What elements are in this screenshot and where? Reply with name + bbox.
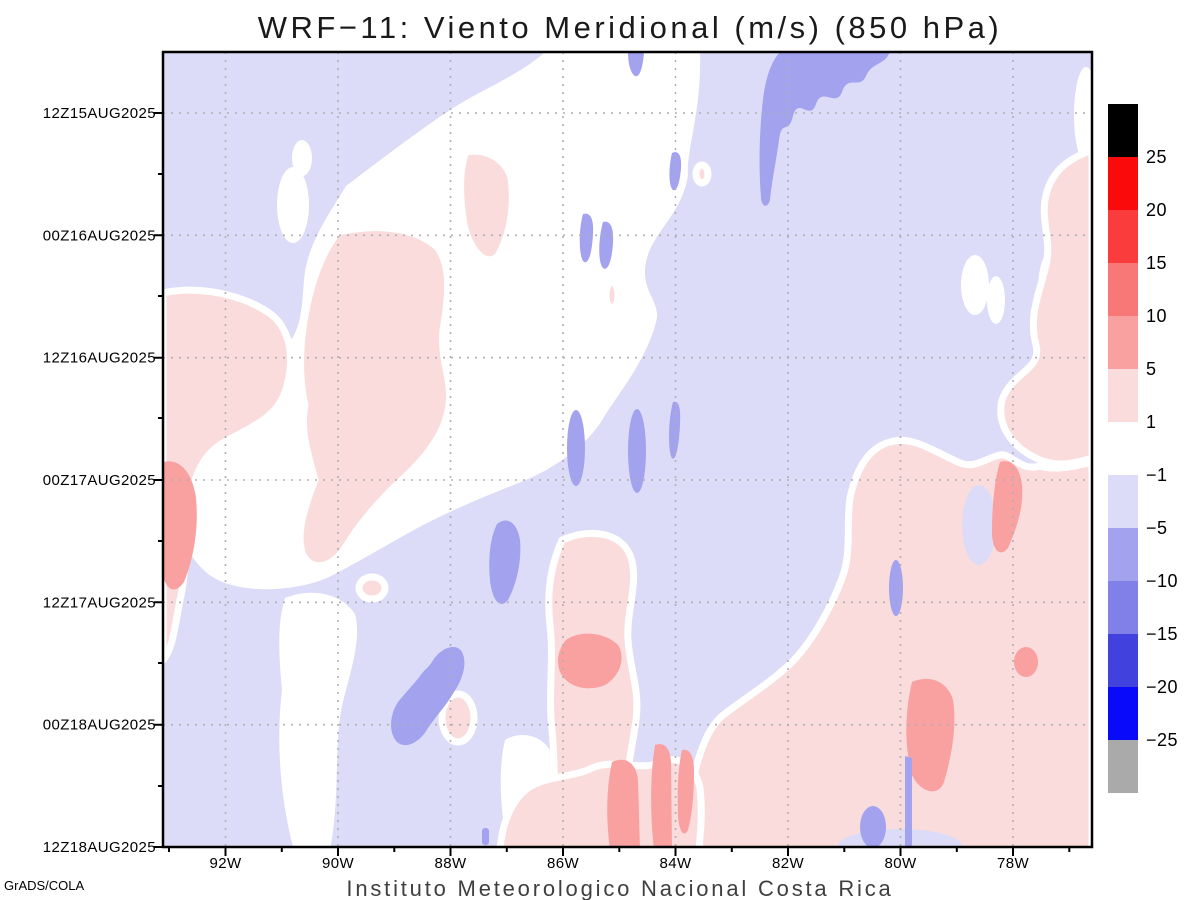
colorbar-label: −5	[1146, 518, 1168, 538]
salmon-blob-80w	[906, 678, 955, 792]
y-tick-label: 12Z18AUG2025	[43, 839, 156, 856]
colorbar-swatch	[1108, 369, 1138, 422]
y-minor-ticks	[158, 173, 163, 787]
salmon-blob	[558, 633, 622, 689]
colorbar-label: 20	[1146, 200, 1167, 220]
colorbar: 25 20 15 10 5 1 −1 −5 −10 −15 −20 −25	[1108, 104, 1178, 793]
x-minor-ticks	[168, 847, 1071, 852]
gridlines	[163, 52, 1092, 847]
white-spot	[277, 167, 309, 243]
y-axis-labels: 12Z15AUG2025 00Z16AUG2025 12Z16AUG2025 0…	[43, 105, 156, 856]
pink-dot	[602, 278, 622, 312]
purple-sliver	[669, 401, 681, 459]
colorbar-swatch	[1108, 740, 1138, 793]
purple-streak	[567, 410, 585, 486]
colorbar-label: −15	[1146, 624, 1178, 644]
y-major-ticks	[154, 112, 163, 848]
colorbar-swatch	[1108, 528, 1138, 581]
colorbar-swatch	[1108, 634, 1138, 687]
salmon-streak-bottom	[677, 749, 694, 834]
x-tick-label: 78W	[997, 855, 1029, 872]
colorbar-swatch	[1108, 104, 1138, 157]
salmon-streak-bottom	[651, 744, 672, 847]
colorbar-swatch	[1108, 581, 1138, 634]
colorbar-label: −10	[1146, 571, 1178, 591]
y-tick-label: 00Z18AUG2025	[43, 717, 156, 734]
colorbar-swatch	[1108, 687, 1138, 740]
colorbar-swatch	[1108, 210, 1138, 263]
purple-blob	[489, 520, 521, 604]
pink-dot	[692, 161, 712, 187]
colorbar-label: 1	[1146, 412, 1157, 432]
chart-title: WRF−11: Viento Meridional (m/s) (850 hPa…	[258, 10, 1003, 45]
purple-streak	[905, 756, 912, 847]
white-spot	[961, 255, 989, 315]
x-major-ticks	[224, 847, 1014, 856]
plot-frame	[161, 50, 1094, 849]
salmon-streak	[992, 461, 1023, 553]
colorbar-swatch	[1108, 263, 1138, 316]
grads-credit: GrADS/COLA	[4, 878, 85, 893]
pink-region-left-edge	[163, 286, 295, 664]
purple-sliver	[669, 152, 682, 191]
colorbar-label: −25	[1146, 730, 1178, 750]
white-spot	[292, 140, 312, 176]
colorbar-swatch	[1108, 316, 1138, 369]
y-tick-label: 00Z16AUG2025	[43, 227, 156, 244]
pink-dot	[355, 573, 389, 603]
purple-streak	[628, 409, 646, 493]
purple-sliver	[579, 213, 594, 263]
lavender-island	[962, 485, 996, 565]
colorbar-label: 25	[1146, 147, 1167, 167]
x-tick-label: 88W	[434, 855, 466, 872]
pink-region-center-left	[296, 224, 453, 570]
chart-caption: Instituto Meteorologico Nacional Costa R…	[346, 876, 893, 900]
pink-dot	[438, 690, 478, 746]
contour-field	[163, 52, 1092, 847]
purple-blob	[860, 806, 886, 847]
purple-sliver	[599, 221, 614, 269]
x-tick-label: 90W	[322, 855, 354, 872]
colorbar-label: −1	[1146, 465, 1168, 485]
x-tick-label: 92W	[209, 855, 241, 872]
white-spot	[987, 276, 1005, 324]
salmon-dot	[1014, 647, 1038, 677]
purple-blob-diagonal	[391, 647, 465, 746]
x-tick-label: 84W	[659, 855, 691, 872]
colorbar-label: 10	[1146, 306, 1167, 326]
y-tick-label: 12Z17AUG2025	[43, 594, 156, 611]
purple-wedge-top-right	[759, 52, 890, 206]
y-tick-label: 12Z15AUG2025	[43, 105, 156, 122]
colorbar-label: 15	[1146, 253, 1167, 273]
x-tick-label: 82W	[772, 855, 804, 872]
x-tick-label: 80W	[884, 855, 916, 872]
purple-sliver	[628, 52, 644, 77]
colorbar-swatch	[1108, 475, 1138, 528]
white-spot	[1074, 67, 1092, 163]
x-axis-labels: 92W 90W 88W 86W 84W 82W 80W 78W	[209, 855, 1029, 872]
axis-ticks	[154, 112, 1071, 856]
pink-region-right-edge	[997, 146, 1092, 468]
colorbar-label: 5	[1146, 359, 1157, 379]
horizontal-gridlines	[163, 112, 1092, 726]
pink-blob-88w	[457, 147, 516, 264]
salmon-blob-left-edge	[163, 461, 197, 590]
x-tick-label: 86W	[547, 855, 579, 872]
y-tick-label: 12Z16AUG2025	[43, 350, 156, 367]
y-tick-label: 00Z17AUG2025	[43, 472, 156, 489]
colorbar-label: −20	[1146, 677, 1178, 697]
white-region-bottom-left	[279, 592, 358, 847]
salmon-streak-bottom	[607, 759, 640, 847]
colorbar-swatch	[1108, 157, 1138, 210]
purple-sliver	[482, 828, 489, 845]
colorbar-swatch	[1108, 422, 1138, 475]
